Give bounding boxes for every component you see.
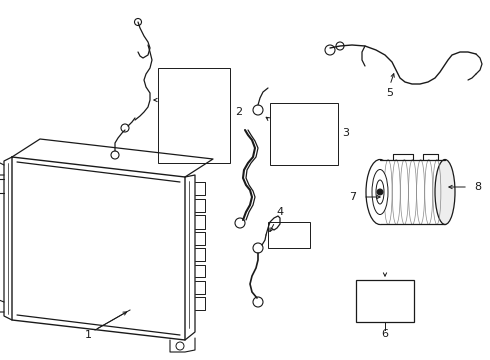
Bar	[268, 222, 310, 248]
Text: 6: 6	[382, 329, 389, 339]
Ellipse shape	[435, 159, 455, 225]
Bar	[356, 280, 414, 322]
Ellipse shape	[372, 170, 388, 215]
Bar	[158, 68, 230, 163]
Text: 8: 8	[474, 182, 481, 192]
Text: 3: 3	[342, 128, 349, 138]
Circle shape	[377, 189, 383, 195]
Text: 7: 7	[349, 192, 356, 202]
Ellipse shape	[376, 180, 384, 204]
Text: 1: 1	[84, 330, 92, 340]
Text: 5: 5	[387, 88, 393, 98]
Text: 2: 2	[235, 107, 242, 117]
Text: 4: 4	[276, 207, 284, 217]
Ellipse shape	[366, 159, 394, 225]
Bar	[380, 160, 445, 225]
Bar	[270, 103, 338, 165]
